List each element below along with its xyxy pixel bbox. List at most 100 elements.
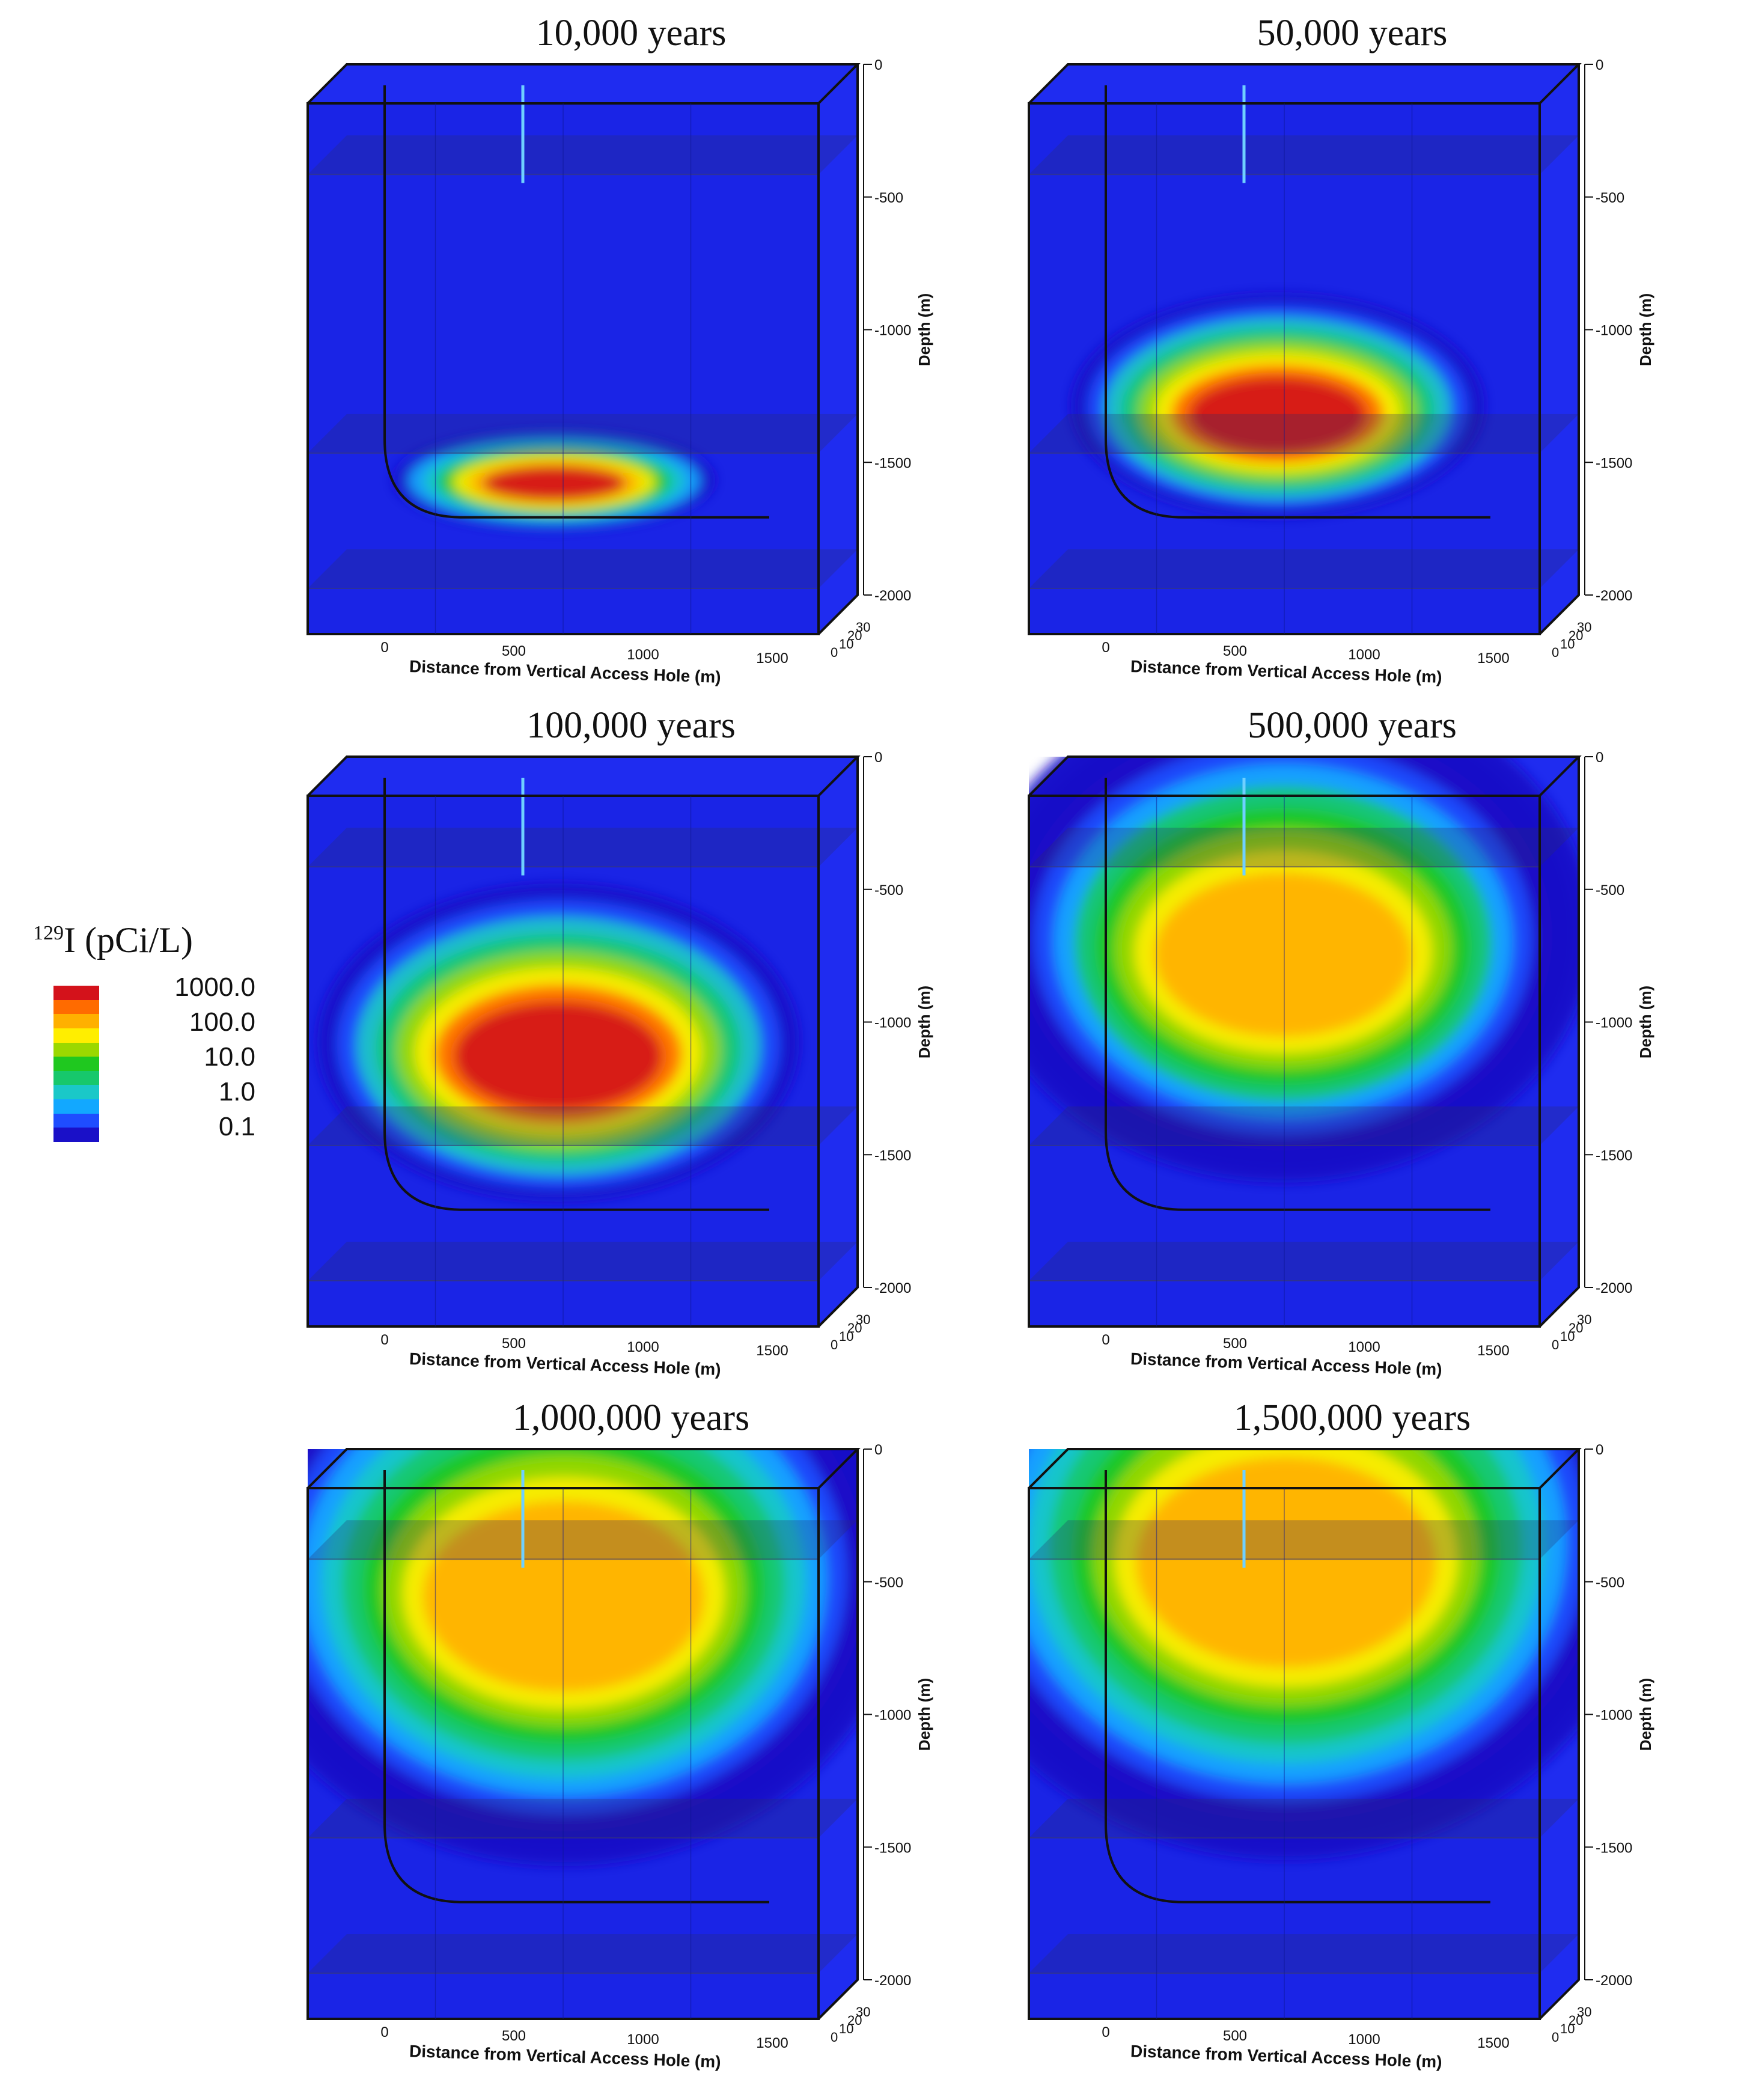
layer-plane	[1029, 1242, 1579, 1281]
panel-title: 1,500,000 years	[1233, 1397, 1471, 1438]
legend-swatch	[53, 1128, 99, 1142]
contour-band	[1188, 376, 1367, 454]
legend-swatch	[53, 986, 99, 1000]
plume-contours	[1029, 1449, 1579, 1860]
layer-plane	[308, 1242, 858, 1281]
layer-plane	[308, 135, 858, 175]
x-tick-label: 500	[1223, 2028, 1247, 2044]
box-top-frame	[306, 63, 861, 105]
panel-title: 100,000 years	[526, 705, 736, 746]
borehole-path	[1105, 85, 1490, 519]
legend-level-2: 100.0	[189, 1007, 255, 1037]
panel-title: 1,000,000 years	[512, 1397, 750, 1438]
contour-band	[483, 465, 626, 501]
depth-tick-label: 0	[1596, 57, 1603, 73]
box-top-frame	[1028, 755, 1582, 797]
plume-contours	[1071, 293, 1484, 517]
depth-tick-label: -500	[874, 1575, 903, 1591]
layer-plane	[308, 828, 858, 867]
panel-title: 500,000 years	[1248, 705, 1457, 746]
x-tick-label: 1000	[627, 2031, 659, 2048]
x-tick-label: 1500	[1477, 1343, 1509, 1359]
z-tick-label: 30	[1577, 2004, 1591, 2019]
z-tick-label: 30	[1577, 620, 1591, 635]
contour-band	[454, 1001, 662, 1111]
layer-plane	[1029, 828, 1579, 867]
x-axis-label: Distance from Vertical Access Hole (m)	[409, 657, 722, 686]
depth-tick-label: -1000	[1596, 323, 1632, 339]
legend-swatch	[53, 1057, 99, 1071]
depth-tick-label: -500	[1596, 190, 1624, 206]
box-top-frame	[1028, 63, 1582, 105]
depth-tick-label: -1500	[1596, 455, 1632, 471]
depth-tick-label: 0	[1596, 1442, 1603, 1458]
x-tick-label: 0	[380, 639, 388, 656]
depth-tick-label: -2000	[874, 588, 911, 604]
borehole-path	[1105, 778, 1490, 1211]
z-tick-label: 30	[856, 1312, 870, 1327]
legend-level-4: 1.0	[218, 1077, 255, 1106]
depth-tick-label: 0	[874, 57, 882, 73]
legend-swatch	[53, 1070, 99, 1085]
panel-4: 500,000 years 0 -500 -1000 -1500 -2000 Depth (…	[1022, 704, 1738, 1396]
z-tick-label: 20	[1569, 2013, 1583, 2028]
legend-level-1: 1000.0	[174, 972, 255, 1002]
z-tick-label: 10	[1560, 636, 1575, 652]
depth-tick-label: 0	[874, 1442, 882, 1458]
x-tick-label: 1000	[1348, 647, 1380, 663]
depth-tick-label: -500	[1596, 882, 1624, 899]
depth-tick-label: 0	[1596, 749, 1603, 766]
borehole-path	[383, 85, 769, 519]
depth-tick-label: -1500	[874, 455, 911, 471]
box-top-frame	[1028, 1448, 1582, 1489]
legend-swatch	[53, 1099, 99, 1114]
z-tick-label: 0	[831, 645, 838, 660]
panel-6: 1,500,000 years 0 -500 -1000 -1500 -2000 Depth…	[1022, 1397, 1738, 2088]
z-tick-label: 10	[1560, 1329, 1575, 1344]
layer-plane	[1029, 414, 1579, 453]
layer-plane	[308, 1520, 858, 1560]
depth-tick-label: -2000	[1596, 1280, 1632, 1296]
legend-title-text: I (pCi/L)	[64, 920, 193, 960]
depth-axis-label: Depth (m)	[915, 293, 933, 366]
panel-title: 10,000 years	[535, 13, 727, 53]
depth-tick-label: 0	[874, 749, 882, 766]
x-axis-label: Distance from Vertical Access Hole (m)	[1130, 2042, 1443, 2071]
layer-plane	[1029, 1798, 1579, 1838]
depth-tick-label: -1500	[874, 1147, 911, 1164]
depth-axis-label: Depth (m)	[1636, 293, 1654, 366]
x-axis-label: Distance from Vertical Access Hole (m)	[1130, 657, 1443, 686]
panel-5: 1,000,000 years 0 -500 -1000 -1500 -2000 Depth…	[300, 1397, 1040, 2088]
z-tick-label: 10	[839, 636, 853, 652]
depth-tick-label: -1000	[874, 1015, 911, 1031]
x-tick-label: 1500	[756, 2035, 788, 2051]
x-tick-label: 1500	[756, 650, 788, 667]
legend-swatch	[53, 1085, 99, 1099]
x-tick-label: 1500	[1477, 2035, 1509, 2051]
box-side-frame	[817, 64, 859, 635]
layer-plane	[1029, 1106, 1579, 1146]
contour-band	[1154, 872, 1412, 1037]
x-axis-label: Distance from Vertical Access Hole (m)	[409, 1349, 722, 1379]
depth-axis-label: Depth (m)	[1636, 1678, 1654, 1751]
z-tick-label: 20	[847, 628, 862, 643]
x-tick-label: 1500	[756, 1343, 788, 1359]
box-side-frame	[817, 757, 859, 1328]
z-tick-label: 0	[831, 2030, 838, 2045]
z-tick-label: 20	[1569, 1320, 1583, 1335]
x-tick-label: 0	[380, 1332, 388, 1348]
box-side-frame	[1538, 757, 1580, 1328]
depth-tick-label: -500	[874, 190, 903, 206]
layer-plane	[308, 414, 858, 453]
x-tick-label: 500	[1223, 643, 1247, 659]
z-tick-label: 20	[847, 2013, 862, 2028]
x-tick-label: 0	[1102, 2024, 1109, 2040]
x-axis-label: Distance from Vertical Access Hole (m)	[1130, 1349, 1443, 1379]
depth-tick-label: -1500	[874, 1840, 911, 1856]
x-tick-label: 0	[1102, 639, 1109, 656]
box-side-frame	[817, 1449, 859, 2020]
z-tick-label: 20	[847, 1320, 862, 1335]
contour-band	[423, 1501, 704, 1692]
